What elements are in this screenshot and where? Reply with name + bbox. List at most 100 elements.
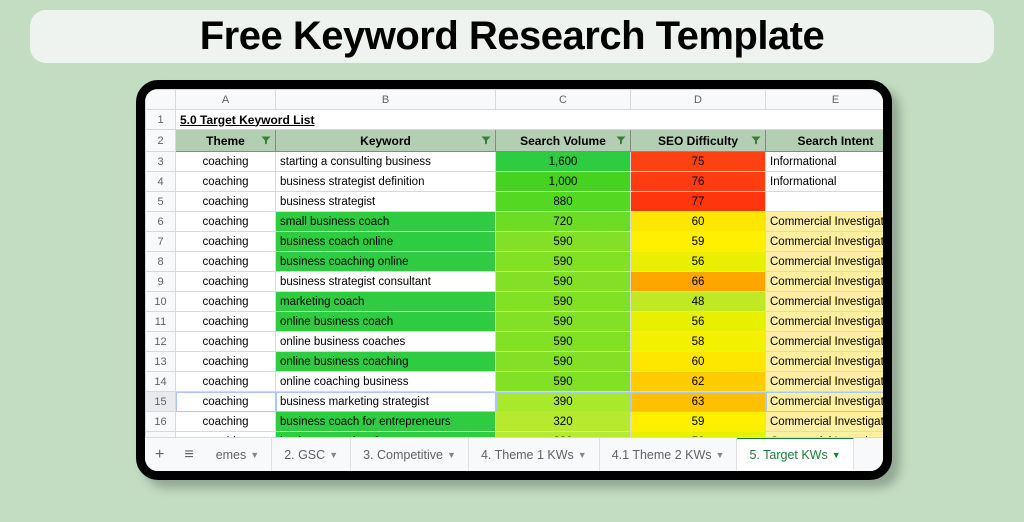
row-number[interactable]: 14 (146, 372, 176, 392)
cell-difficulty[interactable]: 56 (631, 252, 766, 272)
cell-theme[interactable]: coaching (176, 412, 276, 432)
row-number[interactable]: 1 (146, 110, 176, 130)
cell-theme[interactable]: coaching (176, 192, 276, 212)
cell-volume[interactable]: 590 (496, 272, 631, 292)
cell-volume[interactable]: 320 (496, 412, 631, 432)
cell-intent[interactable] (766, 192, 884, 212)
cell-theme[interactable]: coaching (176, 312, 276, 332)
sheet-tab[interactable]: emes▼ (204, 438, 273, 471)
row-number[interactable]: 4 (146, 172, 176, 192)
cell-keyword[interactable]: online business coach (276, 312, 496, 332)
col-B[interactable]: B (276, 90, 496, 110)
cell-keyword[interactable]: starting a consulting business (276, 152, 496, 172)
cell-volume[interactable]: 590 (496, 292, 631, 312)
col-A[interactable]: A (176, 90, 276, 110)
col-D[interactable]: D (631, 90, 766, 110)
header-keyword[interactable]: Keyword (276, 130, 496, 152)
cell-difficulty[interactable]: 76 (631, 172, 766, 192)
cell-theme[interactable]: coaching (176, 392, 276, 412)
cell-volume[interactable]: 880 (496, 192, 631, 212)
cell-intent[interactable]: Commercial Investigation (766, 332, 884, 352)
row-number[interactable]: 12 (146, 332, 176, 352)
cell-intent[interactable]: Commercial Investigation H (766, 312, 884, 332)
select-all-corner[interactable] (146, 90, 176, 110)
cell-volume[interactable]: 1,000 (496, 172, 631, 192)
cell-intent[interactable]: Commercial Investigation (766, 232, 884, 252)
row-number[interactable]: 2 (146, 130, 176, 152)
cell-difficulty[interactable]: 66 (631, 272, 766, 292)
cell-keyword[interactable]: business coach online (276, 232, 496, 252)
cell-intent[interactable]: Informational (766, 152, 884, 172)
cell-keyword[interactable]: online coaching business (276, 372, 496, 392)
cell-volume[interactable]: 1,600 (496, 152, 631, 172)
cell-keyword[interactable]: business strategist (276, 192, 496, 212)
cell-difficulty[interactable]: 63 (631, 392, 766, 412)
cell-difficulty[interactable]: 75 (631, 152, 766, 172)
sheet-tab[interactable]: 4.1 Theme 2 KWs▼ (600, 438, 738, 471)
cell-volume[interactable]: 390 (496, 392, 631, 412)
cell-difficulty[interactable]: 60 (631, 352, 766, 372)
col-E[interactable]: E (766, 90, 884, 110)
cell-intent[interactable]: Commercial Investigation H (766, 252, 884, 272)
row-number[interactable]: 11 (146, 312, 176, 332)
cell-keyword[interactable]: business strategist consultant (276, 272, 496, 292)
cell-difficulty[interactable]: 56 (631, 312, 766, 332)
cell-volume[interactable]: 590 (496, 252, 631, 272)
cell-volume[interactable]: 720 (496, 212, 631, 232)
col-C[interactable]: C (496, 90, 631, 110)
header-volume[interactable]: Search Volume (496, 130, 631, 152)
cell-keyword[interactable]: online business coaching (276, 352, 496, 372)
cell-intent[interactable]: Commercial Investigation (766, 412, 884, 432)
filter-icon[interactable] (615, 134, 627, 146)
cell-difficulty[interactable]: 59 (631, 412, 766, 432)
row-number[interactable]: 5 (146, 192, 176, 212)
filter-icon[interactable] (260, 134, 272, 146)
cell-intent[interactable]: Commercial Investigation H (766, 292, 884, 312)
list-title-cell[interactable]: 5.0 Target Keyword List (176, 110, 884, 130)
cell-intent[interactable]: Informational (766, 172, 884, 192)
cell-volume[interactable]: 590 (496, 332, 631, 352)
row-number[interactable]: 10 (146, 292, 176, 312)
cell-volume[interactable]: 590 (496, 372, 631, 392)
cell-difficulty[interactable]: 59 (631, 232, 766, 252)
row-number[interactable]: 6 (146, 212, 176, 232)
row-number[interactable]: 8 (146, 252, 176, 272)
filter-icon[interactable] (750, 134, 762, 146)
cell-theme[interactable]: coaching (176, 272, 276, 292)
cell-theme[interactable]: coaching (176, 232, 276, 252)
cell-difficulty[interactable]: 60 (631, 212, 766, 232)
filter-icon[interactable] (480, 134, 492, 146)
header-theme[interactable]: Theme (176, 130, 276, 152)
cell-keyword[interactable]: business marketing strategist (276, 392, 496, 412)
cell-difficulty[interactable]: 48 (631, 292, 766, 312)
header-difficulty[interactable]: SEO Difficulty (631, 130, 766, 152)
cell-volume[interactable]: 590 (496, 352, 631, 372)
sheet-tab[interactable]: 5. Target KWs▼ (737, 437, 853, 470)
add-sheet-button[interactable]: + (145, 438, 174, 471)
cell-theme[interactable]: coaching (176, 152, 276, 172)
cell-intent[interactable]: Commercial Investigation (766, 372, 884, 392)
row-number[interactable]: 7 (146, 232, 176, 252)
cell-keyword[interactable]: small business coach (276, 212, 496, 232)
row-number[interactable]: 15 (146, 392, 176, 412)
sheet-tab[interactable]: 4. Theme 1 KWs▼ (469, 438, 600, 471)
row-number[interactable]: 13 (146, 352, 176, 372)
cell-keyword[interactable]: business strategist definition (276, 172, 496, 192)
cell-theme[interactable]: coaching (176, 352, 276, 372)
cell-keyword[interactable]: business coaching online (276, 252, 496, 272)
row-number[interactable]: 16 (146, 412, 176, 432)
cell-difficulty[interactable]: 77 (631, 192, 766, 212)
cell-theme[interactable]: coaching (176, 172, 276, 192)
sheet-tab[interactable]: 3. Competitive▼ (351, 438, 469, 471)
cell-difficulty[interactable]: 62 (631, 372, 766, 392)
cell-volume[interactable]: 590 (496, 312, 631, 332)
cell-keyword[interactable]: online business coaches (276, 332, 496, 352)
header-intent[interactable]: Search Intent (766, 130, 884, 152)
sheet-tab[interactable]: 2. GSC▼ (272, 438, 351, 471)
all-sheets-button[interactable]: ≡ (174, 438, 203, 471)
row-number[interactable]: 9 (146, 272, 176, 292)
cell-intent[interactable]: Commercial Investigation (766, 392, 884, 412)
row-number[interactable]: 3 (146, 152, 176, 172)
cell-theme[interactable]: coaching (176, 292, 276, 312)
cell-keyword[interactable]: business coach for entrepreneurs (276, 412, 496, 432)
